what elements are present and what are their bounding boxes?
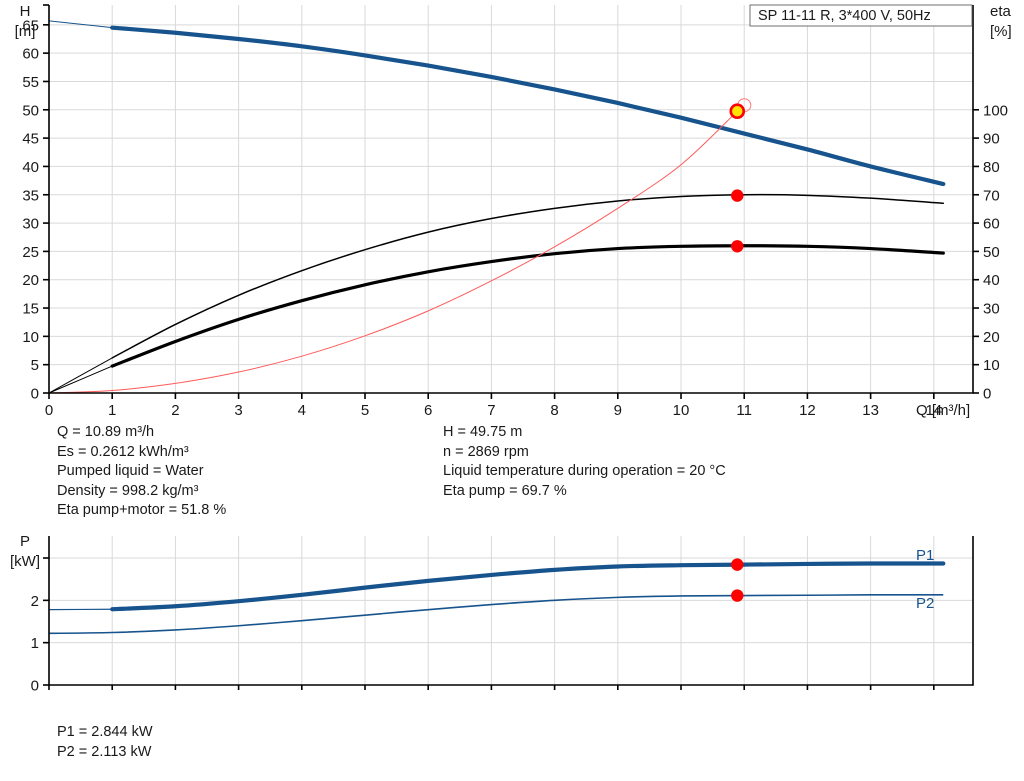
readout-power: P1 = 2.844 kW P2 = 2.113 kW [57, 723, 153, 762]
ytick-20: 20 [22, 272, 39, 289]
curves [48, 561, 946, 635]
markers [729, 98, 752, 253]
duty-point-marker[interactable] [729, 103, 746, 120]
y2tick-80: 80 [983, 159, 1000, 176]
readout-left-line-0: Q = 10.89 m³/h [57, 424, 155, 440]
readout-left-line-3: Density = 998.2 kg/m³ [57, 482, 199, 499]
ytick-65: 65 [22, 17, 39, 34]
head-efficiency-chart: 0510152025303540455055606501020304050607… [15, 3, 1012, 419]
xtick-0: 0 [45, 402, 53, 419]
eta-axis-unit: [%] [990, 23, 1012, 40]
xtick-4: 4 [298, 402, 306, 419]
readout-right-line-2: Liquid temperature during operation = 20… [443, 463, 726, 479]
ytick-0: 0 [31, 386, 39, 403]
xtick-5: 5 [361, 402, 369, 419]
markers [731, 558, 744, 602]
y2tick-10: 10 [983, 357, 1000, 374]
xtick-11: 11 [736, 402, 752, 419]
curve-eta-pump-motor [110, 244, 945, 368]
xtick-7: 7 [487, 402, 495, 419]
xtick-14: 14 [925, 402, 942, 419]
ytick-10: 10 [22, 329, 39, 346]
xtick-2: 2 [171, 402, 179, 419]
ytick-45: 45 [22, 131, 39, 148]
ytick-50: 50 [22, 102, 39, 119]
readout-power-line-1: P2 = 2.113 kW [57, 743, 152, 760]
ytick-15: 15 [22, 301, 39, 318]
ytick-40: 40 [22, 159, 39, 176]
p-axis-name: P [20, 533, 30, 550]
readout-left: Q = 10.89 m³/h Es = 0.2612 kWh/m³ Pumped l… [57, 423, 226, 521]
duty-marker-eta-pump[interactable] [731, 189, 744, 202]
xtick-1: 1 [108, 402, 116, 419]
y2tick-30: 30 [983, 301, 1000, 318]
axes-frame: 0510152025303540455055606501020304050607… [22, 4, 1008, 419]
y2tick-20: 20 [983, 329, 1000, 346]
p-ytick-0: 0 [31, 678, 39, 695]
y2tick-0: 0 [983, 386, 991, 403]
readout-right-line-1: n = 2869 rpm [443, 443, 529, 460]
readout-left-line-4: Eta pump+motor = 51.8 % [57, 502, 227, 518]
curve-head-low [48, 20, 113, 29]
y2tick-40: 40 [983, 272, 1000, 289]
duty-marker-eta-pump-motor[interactable] [731, 240, 744, 253]
chart-title: SP 11-11 R, 3*400 V, 50Hz [758, 8, 931, 24]
xtick-6: 6 [424, 402, 432, 419]
series-label-p1: P1 [916, 547, 934, 564]
xtick-10: 10 [673, 402, 690, 419]
curves [48, 20, 946, 394]
xtick-3: 3 [234, 402, 242, 419]
curve-p1 [110, 561, 946, 612]
title-box: SP 11-11 R, 3*400 V, 50Hz [749, 4, 973, 27]
readout-right-line-3: Eta pump = 69.7 % [443, 482, 567, 499]
y2tick-60: 60 [983, 216, 1000, 233]
p-ytick-2: 2 [31, 593, 39, 610]
p-ytick-1: 1 [31, 635, 39, 652]
power-chart: 0 1 2 P [kW] P1 P2 [10, 533, 974, 695]
readout-left-line-2: Pumped liquid = Water [57, 463, 204, 479]
readout-right: H = 49.75 m n = 2869 rpm Liquid temperatur… [443, 423, 726, 501]
curve-h-head- [110, 25, 946, 187]
ytick-60: 60 [22, 46, 39, 63]
axes-frame: 0 1 2 [31, 536, 974, 695]
ytick-55: 55 [22, 74, 39, 91]
duty-marker-p1[interactable] [731, 558, 744, 571]
curve-head-low [48, 365, 113, 394]
y2tick-50: 50 [983, 244, 1000, 261]
y2tick-70: 70 [983, 187, 1000, 204]
ytick-30: 30 [22, 216, 39, 233]
curve-eta-pump [111, 193, 945, 359]
h-axis-name: H [20, 3, 31, 20]
ytick-35: 35 [22, 187, 39, 204]
p-axis-unit: [kW] [10, 553, 40, 570]
y2tick-100: 100 [983, 102, 1008, 119]
gridlines [49, 536, 973, 685]
duty-marker-p2[interactable] [731, 589, 744, 602]
xtick-8: 8 [550, 402, 558, 419]
eta-axis-name: eta [990, 3, 1012, 20]
series-label-p2: P2 [916, 595, 934, 612]
curve-head-low [48, 357, 113, 394]
q-axis-label: Q [m³/h] [916, 402, 970, 419]
ytick-25: 25 [22, 244, 39, 261]
curve-p2 [48, 594, 944, 635]
readout-power-line-0: P1 = 2.844 kW [57, 724, 153, 740]
readout-left-line-1: Es = 0.2612 kWh/m³ [57, 443, 189, 460]
xtick-12: 12 [799, 402, 816, 419]
ytick-5: 5 [31, 357, 39, 374]
readout-right-line-0: H = 49.75 m [443, 424, 523, 440]
xtick-9: 9 [614, 402, 622, 419]
h-axis-unit: [m] [15, 23, 36, 40]
curve-system-pipe-curve [48, 110, 738, 394]
gridlines [49, 5, 973, 393]
xtick-13: 13 [862, 402, 879, 419]
y2tick-90: 90 [983, 131, 1000, 148]
